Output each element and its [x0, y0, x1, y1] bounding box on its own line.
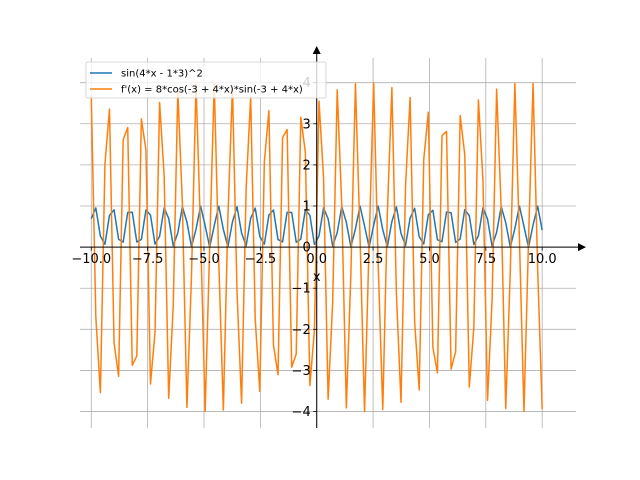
x-tick-label: 7.5: [475, 252, 496, 267]
x-tick-label: 5.0: [419, 252, 440, 267]
y-tick-label: −4: [292, 405, 311, 420]
ticks: −10.0 −7.5 −5.0 −2.5 0.0 2.5 5.0 7.5 10.0 −4 −3 −2 −…: [71, 76, 556, 420]
y-tick-label: 3: [302, 117, 310, 132]
x-tick-label: −7.5: [132, 252, 164, 267]
y-tick-label: −2: [292, 323, 311, 338]
y-tick-label: 1: [302, 200, 310, 215]
x-tick-label: 0.0: [306, 252, 327, 267]
x-tick-label: 10.0: [528, 252, 557, 267]
x-axis-label: x: [313, 270, 321, 285]
y-tick-label: −3: [292, 364, 311, 379]
y-tick-label: 2: [302, 158, 310, 173]
x-tick-label: 2.5: [363, 252, 384, 267]
y-tick-label: 0: [302, 241, 310, 256]
axes: [80, 46, 586, 428]
legend-entry: sin(4*x - 1*3)^2: [121, 69, 203, 80]
x-axis-arrow: [578, 243, 586, 252]
y-axis-arrow: [312, 46, 321, 54]
x-tick-label: −10.0: [71, 252, 111, 267]
y-tick-label: −1: [292, 282, 311, 297]
x-tick-label: −2.5: [245, 252, 277, 267]
legend-entry: f'(x) = 8*cos(-3 + 4*x)*sin(-3 + 4*x): [121, 85, 303, 96]
legend-box: [85, 61, 327, 99]
legend: sin(4*x - 1*3)^2 f'(x) = 8*cos(-3 + 4*x)…: [85, 61, 327, 99]
x-tick-label: −5.0: [188, 252, 220, 267]
